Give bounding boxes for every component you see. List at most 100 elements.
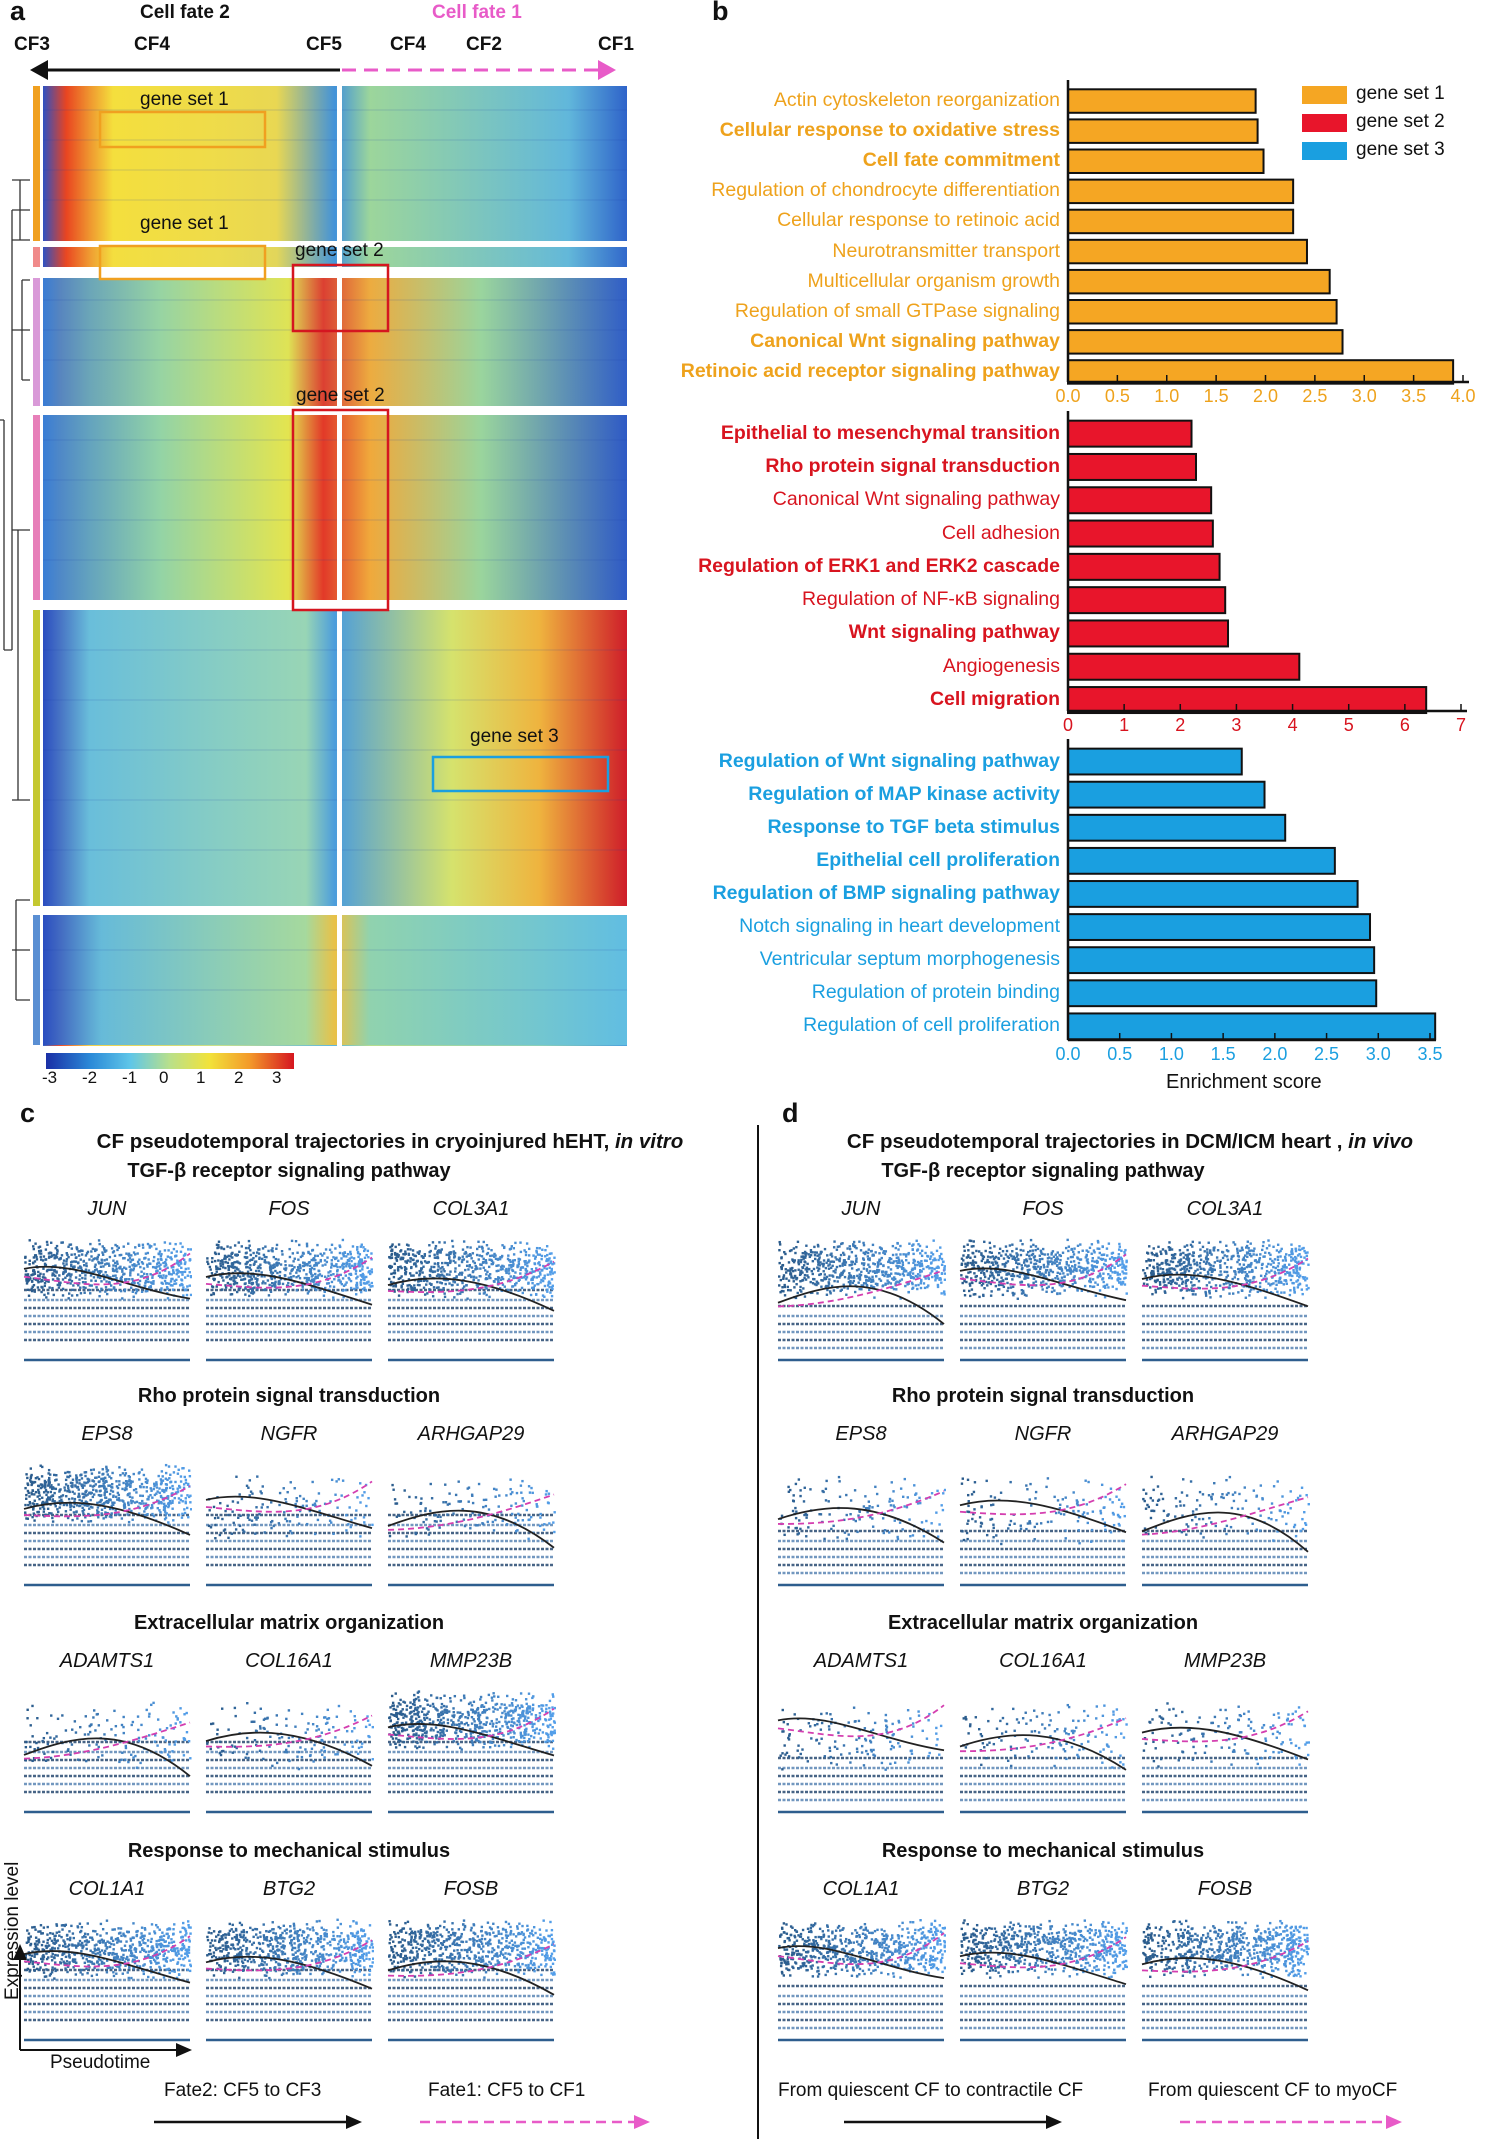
stage-label-cf3: CF3	[14, 34, 50, 55]
tick-label: 0.5	[1107, 1044, 1132, 1064]
panel-c-label: c	[20, 1098, 36, 1128]
tick-label: 3	[1231, 715, 1241, 735]
category-label: Canonical Wnt signaling pathway	[750, 329, 1060, 352]
bar-gene-set-2-2	[1067, 486, 1213, 515]
panel-c-legend-arrows	[154, 2115, 650, 2129]
bar-gene-set-2-3	[1067, 519, 1214, 548]
panel-d-pathway-title: Response to mechanical stimulus	[881, 1840, 1205, 1862]
panel-d-scatter-jun	[777, 1239, 946, 1362]
panel-c-scatter-fos	[205, 1238, 374, 1362]
tick-label: 0.0	[1055, 1044, 1080, 1064]
panel-c-scatter-arhgap29	[387, 1478, 556, 1587]
gene-set-1-label-b: gene set 1	[140, 213, 229, 234]
legend-gene-set-3: gene set 3	[1356, 139, 1445, 160]
bar-gene-set-3-8	[1067, 1012, 1437, 1041]
panel-d-scatter-col16a1	[959, 1703, 1128, 1814]
bar-gene-set-2-1	[1067, 452, 1198, 481]
stage-label-cf4-left: CF4	[134, 34, 170, 55]
category-label: Regulation of cell proliferation	[803, 1014, 1060, 1037]
enrichment-chart: 0.0 0.5 1.0 1.5 2.0 2.5 3.0 3.5 4.0 0 1 2 3 4 5 6 7 0.0 0.…	[680, 80, 1476, 1064]
category-label: Cellular response to oxidative stress	[719, 119, 1060, 142]
panel-d-scatter-arhgap29	[1141, 1475, 1310, 1587]
tick-label: 3.0	[1366, 1044, 1391, 1064]
category-label: Regulation of chondrocyte differentiatio…	[711, 179, 1060, 202]
panel-d-scatter-ngfr	[959, 1477, 1127, 1587]
colorbar-tick: -1	[122, 1068, 138, 1087]
panel-d-label: d	[782, 1098, 799, 1128]
tick-label: 7	[1456, 715, 1466, 735]
legend-swatch-gene-set-1	[1302, 86, 1347, 104]
panel-d-scatter-fosb	[1141, 1919, 1310, 2042]
tick-label: 3.0	[1352, 386, 1377, 406]
tick-label: 0.0	[1055, 386, 1080, 406]
category-label: Regulation of protein binding	[811, 981, 1060, 1004]
category-label: Regulation of MAP kinase activity	[748, 782, 1060, 805]
category-label: Regulation of ERK1 and ERK2 cascade	[698, 554, 1060, 577]
category-label: Cell adhesion	[941, 521, 1060, 544]
colorbar-tick: -3	[42, 1068, 58, 1087]
panel-d-pathway-title: TGF-β receptor signaling pathway	[881, 1160, 1205, 1182]
bar-gene-set-1-3	[1067, 178, 1295, 205]
panel-c-gene-label: ADAMTS1	[59, 1650, 155, 1672]
panel-c-pathway-title: Rho protein signal transduction	[137, 1385, 441, 1407]
panel-d-legend-arrows	[844, 2115, 1402, 2129]
panel-c-scatter-jun	[23, 1239, 192, 1362]
bar-gene-set-3-7	[1067, 979, 1378, 1008]
panel-c-gene-label: ARHGAP29	[417, 1423, 525, 1445]
dendrogram	[0, 179, 30, 1001]
category-label: Angiogenesis	[942, 654, 1060, 677]
category-label: Retinoic acid receptor signaling pathway	[680, 359, 1060, 382]
panel-c-gene-label: FOS	[268, 1198, 310, 1220]
tick-label: 3.5	[1417, 1044, 1442, 1064]
panel-c-title: CF pseudotemporal trajectories in cryoin…	[40, 1130, 740, 1154]
tick-label: 1.0	[1154, 386, 1179, 406]
category-label: Neurotransmitter transport	[832, 239, 1060, 262]
legend-gene-set-1: gene set 1	[1356, 83, 1445, 104]
gene-set-2-box-a	[291, 263, 390, 333]
tick-label: 0	[1063, 715, 1073, 735]
y-axis-label: Expression level	[2, 1861, 23, 2000]
panel-d-gene-label: BTG2	[1016, 1878, 1070, 1900]
panel-d-legend-pink: From quiescent CF to myoCF	[1148, 2080, 1398, 2101]
panel-d-gene-label: ADAMTS1	[813, 1650, 909, 1672]
bar-gene-set-1-2	[1067, 148, 1265, 174]
category-label: Wnt signaling pathway	[848, 621, 1060, 644]
tick-label: 0.5	[1105, 386, 1130, 406]
panel-c-scatter-fosb	[387, 1919, 556, 2042]
panel-d-pathway-title: Extracellular matrix organization	[887, 1612, 1199, 1634]
tick-label: 1	[1119, 715, 1129, 735]
bar-gene-set-2-8	[1067, 686, 1428, 715]
tick-label: 2.5	[1314, 1044, 1339, 1064]
panel-d-gene-label: EPS8	[835, 1423, 887, 1445]
tick-label: 2	[1175, 715, 1185, 735]
gene-set-1-box-a	[98, 110, 267, 149]
panel-d-scatter-col3a1	[1141, 1239, 1310, 1362]
category-label: Epithelial to mesenchymal transition	[720, 421, 1060, 444]
bar-gene-set-2-4	[1067, 552, 1221, 581]
bar-gene-set-3-2	[1067, 813, 1287, 842]
panel-d-legend-black: From quiescent CF to contractile CF	[778, 2080, 1084, 2101]
category-label: Canonical Wnt signaling pathway	[772, 488, 1060, 511]
stage-label-cf4-right: CF4	[390, 34, 426, 55]
panel-d-scatter-mmp23b	[1141, 1702, 1310, 1814]
bar-gene-set-3-4	[1067, 880, 1359, 908]
panel-c-legend-pink: Fate1: CF5 to CF1	[428, 2080, 586, 2101]
panel-d-gene-label: COL16A1	[999, 1650, 1087, 1672]
bar-gene-set-3-0	[1067, 747, 1243, 776]
panel-c-scatter-mmp23b	[387, 1690, 556, 1814]
panel-d-gene-label: ARHGAP29	[1171, 1423, 1279, 1445]
bar-gene-set-1-9	[1067, 359, 1455, 385]
cell-fate-1-label: Cell fate 1	[432, 2, 522, 23]
panel-d-pathway-title: Rho protein signal transduction	[891, 1385, 1195, 1407]
colorbar-ticks: -3 -2 -1 0 1 2 3	[38, 1068, 298, 1094]
legend-swatch-gene-set-2	[1302, 114, 1347, 132]
bar-gene-set-3-6	[1067, 946, 1376, 975]
panel-d-gene-label: MMP23B	[1183, 1650, 1267, 1672]
bar-gene-set-3-1	[1067, 780, 1266, 809]
panel-c-scatter-col1a1	[23, 1919, 192, 2042]
panel-c-gene-label: COL1A1	[68, 1878, 146, 1900]
enrichment-xlabel: Enrichment score	[1166, 1071, 1322, 1093]
gene-set-2-box-b	[291, 408, 390, 612]
panel-c-scatter-adamts1	[23, 1701, 192, 1814]
panel-c-pathway-title: TGF-β receptor signaling pathway	[127, 1160, 451, 1182]
